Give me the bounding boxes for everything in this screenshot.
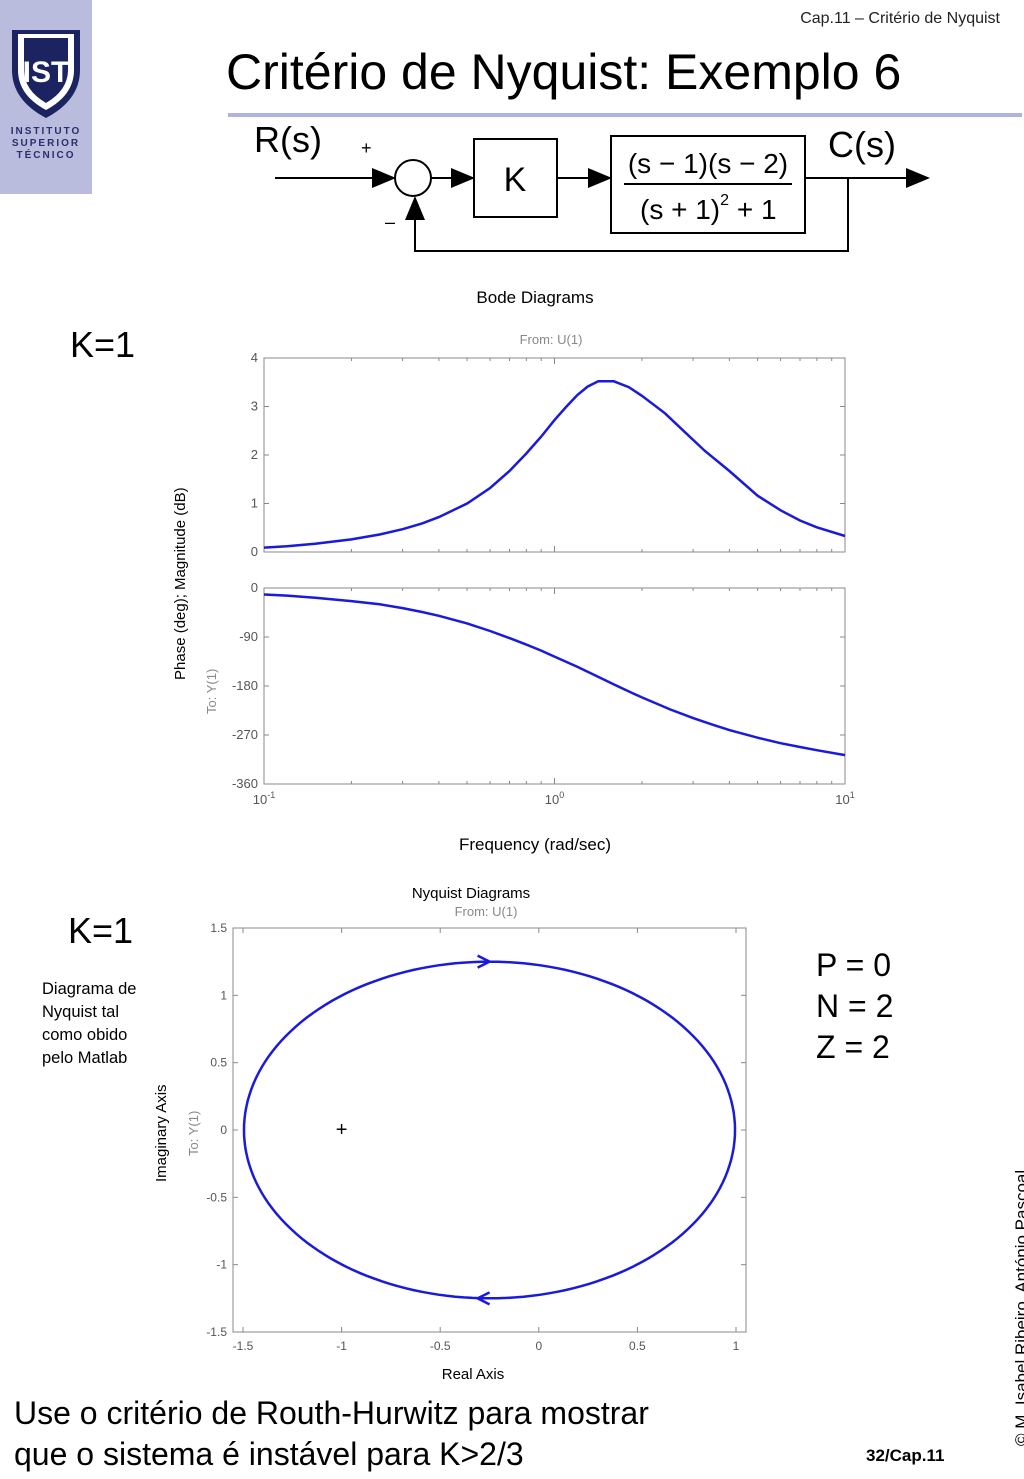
- x-tick-label: 101: [835, 790, 854, 807]
- magnitude-plot: 0 1 2 3 4: [251, 350, 846, 559]
- minus-sign: –: [385, 212, 395, 232]
- tf-numerator: (s − 1)(s − 2): [628, 148, 788, 179]
- y-tick-label: -180: [232, 678, 258, 693]
- z-value: Z = 2: [816, 1029, 890, 1065]
- x-tick-label: 0: [535, 1339, 542, 1353]
- feedback-path: [405, 178, 849, 252]
- x-tick-label: 10-1: [253, 790, 275, 807]
- plus-sign: +: [361, 138, 372, 158]
- nyquist-from-label: From: U(1): [454, 904, 518, 919]
- y-tick-label: 0: [251, 580, 258, 595]
- y-tick-label: -90: [239, 629, 258, 644]
- tf-denominator: (s + 1)2 + 1: [640, 192, 777, 225]
- y-tick-label: -270: [232, 727, 258, 742]
- n-value: N = 2: [816, 988, 894, 1024]
- logo-text: INSTITUTO SUPERIOR TÉCNICO: [10, 126, 82, 161]
- y-tick-label: 1: [251, 496, 258, 511]
- plot-frame: [263, 357, 846, 553]
- series-line: [263, 380, 846, 549]
- x-tick-exp: 0: [559, 790, 564, 800]
- copyright: © M. Isabel Ribeiro, António Pascoal: [1012, 1169, 1024, 1446]
- x-tick-base: 10: [545, 792, 559, 807]
- svg-text:IST: IST: [23, 56, 70, 89]
- x-tick-label: 100: [545, 790, 564, 807]
- nyquist-chart: 1.5 1 0.5 0 -0.5 -1 -1.5 -1.5 -1 -0.5 0 0.5 1 +: [206, 921, 747, 1353]
- output-label: C(s): [828, 124, 896, 165]
- y-tick-label: 4: [251, 350, 258, 365]
- x-tick-base: 10: [253, 792, 267, 807]
- input-label: R(s): [254, 119, 322, 160]
- block-diagram: R(s) + – C(s) K (s − 1)(s − 2) (s + 1)2 …: [254, 119, 930, 252]
- nyquist-k-label: K=1: [68, 910, 134, 951]
- series-line: [263, 593, 846, 757]
- direction-arrow-bottom: [474, 1291, 491, 1306]
- plot-frame: [232, 927, 747, 1333]
- x-tick-exp: -1: [267, 790, 275, 800]
- summing-junction: [394, 159, 432, 197]
- gain-block: [473, 138, 558, 218]
- pnz-results: P = 0 N = 2 Z = 2: [816, 945, 893, 1068]
- y-tick-label: 0: [251, 544, 258, 559]
- direction-arrow-top: [477, 954, 493, 969]
- x-tick-label: -1.5: [233, 1339, 254, 1353]
- x-tick-exp: 1: [850, 790, 855, 800]
- slide-title: Critério de Nyquist: Exemplo 6: [226, 44, 902, 100]
- gain-label: K: [504, 161, 527, 199]
- p-value: P = 0: [816, 947, 892, 983]
- x-tick-label: 0.5: [629, 1339, 646, 1353]
- plot-frame: [263, 587, 846, 785]
- nyquist-description: Diagrama de Nyquist tal como obido pelo …: [42, 980, 137, 1067]
- y-tick-label: 0.5: [210, 1056, 227, 1070]
- ist-logo: IST: [0, 0, 92, 194]
- x-tick-label: 1: [733, 1339, 740, 1353]
- critical-point-marker: +: [336, 1119, 348, 1141]
- title-divider: [228, 113, 1022, 117]
- y-tick-label: -0.5: [206, 1190, 227, 1204]
- footer-question: Use o critério de Routh-Hurwitz para mos…: [14, 1395, 649, 1472]
- y-tick-label: -360: [232, 776, 258, 791]
- y-tick-label: 0: [220, 1123, 227, 1137]
- y-tick-label: 2: [251, 447, 258, 462]
- bode-x-label: Frequency (rad/sec): [459, 835, 611, 854]
- nyquist-plot: 1.5 1 0.5 0 -0.5 -1 -1.5 -1.5 -1 -0.5 0 0.5 1 +: [206, 921, 747, 1353]
- bode-to-label: To: Y(1): [204, 668, 219, 714]
- bode-from-label: From: U(1): [520, 332, 583, 347]
- chapter-header: Cap.11 – Critério de Nyquist: [800, 10, 1000, 27]
- y-tick-label: -1: [216, 1258, 227, 1272]
- bode-title: Bode Diagrams: [476, 288, 594, 307]
- x-tick-base: 10: [835, 792, 849, 807]
- bode-y-axis-label: Phase (deg); Magnitude (dB): [172, 487, 189, 680]
- y-tick-label: 1: [220, 988, 227, 1002]
- y-tick-label: -1.5: [206, 1325, 227, 1339]
- y-tick-label: 1.5: [210, 921, 227, 935]
- nyquist-x-axis-label: Real Axis: [441, 1366, 505, 1383]
- bode-chart: From: U(1) Frequency (rad/sec) 0 1 2 3 4 0 -9…: [232, 332, 855, 854]
- bode-k-label: K=1: [70, 324, 136, 365]
- page-number: 32/Cap.11: [866, 1446, 945, 1465]
- shield-icon: IST: [12, 30, 80, 118]
- y-tick-label: 3: [251, 399, 258, 414]
- nyquist-title: Nyquist Diagrams: [411, 885, 531, 902]
- x-tick-label: -1: [336, 1339, 347, 1353]
- x-tick-label: -0.5: [430, 1339, 451, 1353]
- nyquist-contour: [242, 960, 737, 1300]
